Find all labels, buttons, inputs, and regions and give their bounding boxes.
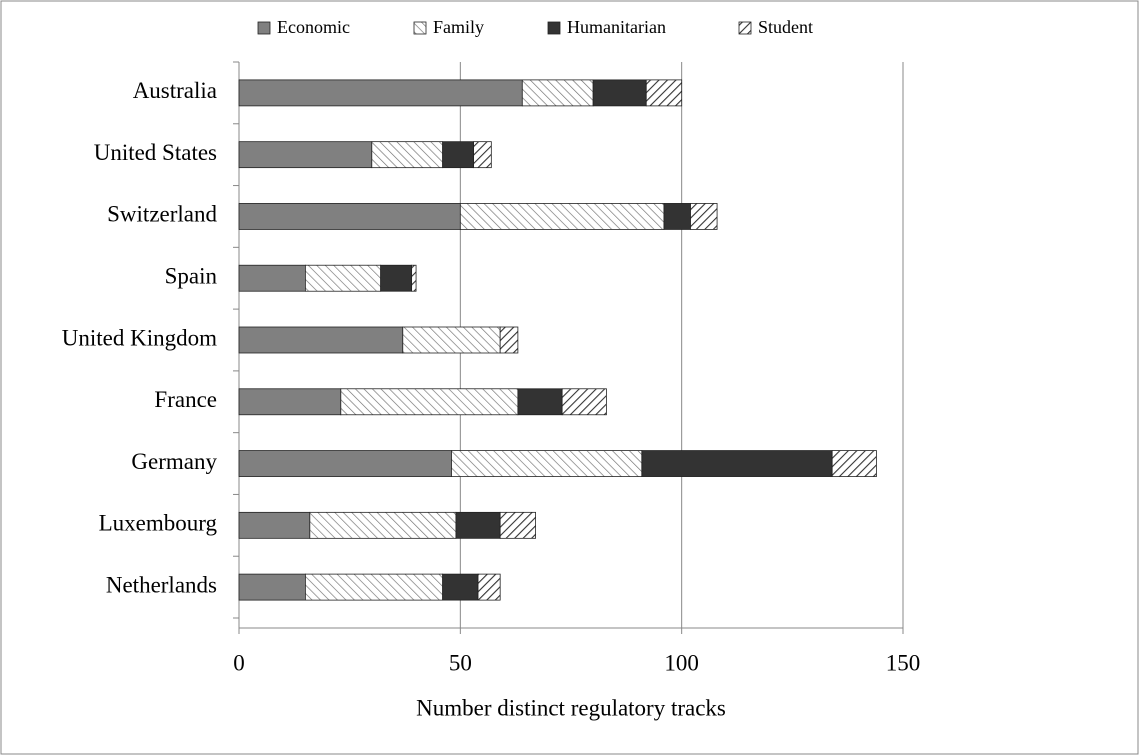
bar-segment — [238, 264, 306, 292]
bar-segment — [442, 141, 475, 169]
bar-segment — [304, 264, 382, 292]
bar-segment — [645, 79, 683, 107]
y-tick-label: Switzerland — [107, 202, 217, 227]
bar-segment — [371, 141, 444, 169]
legend-label: Economic — [277, 17, 350, 37]
legend-label: Family — [433, 17, 484, 37]
y-tick-label: Luxembourg — [99, 511, 218, 536]
bar-segment — [411, 264, 417, 292]
x-tick-label: 100 — [664, 650, 699, 675]
legend-swatch — [738, 21, 752, 35]
x-tick-label: 50 — [449, 650, 472, 675]
bar-segment — [402, 326, 501, 354]
bar-segment — [238, 450, 452, 477]
bar-segment — [455, 511, 501, 539]
bar-segment — [380, 264, 413, 292]
bar-segment — [238, 141, 373, 169]
y-tick-label: Australia — [133, 78, 217, 103]
legend-swatch — [413, 21, 427, 35]
x-tick-label: 150 — [886, 650, 921, 675]
bar-segment — [442, 573, 479, 601]
bar-segment — [561, 388, 607, 416]
legend-swatch — [257, 21, 271, 35]
bar-segment — [517, 388, 563, 416]
bar-segment — [690, 203, 718, 230]
y-tick-label: Germany — [131, 449, 217, 474]
bar-segment — [499, 511, 536, 539]
y-tick-label: France — [154, 387, 217, 412]
bar-segment — [592, 79, 647, 107]
bar-segment — [663, 203, 691, 230]
bar-segment — [459, 203, 665, 230]
y-tick-label: Spain — [165, 264, 218, 289]
bar-segment — [238, 203, 461, 230]
bar-segment — [499, 326, 519, 354]
bar-segment — [238, 388, 342, 416]
x-tick-label: 0 — [233, 650, 245, 675]
bar-segment — [238, 511, 311, 539]
x-axis-title: Number distinct regulatory tracks — [416, 695, 726, 720]
bar-segment — [451, 450, 643, 477]
bar-segment — [238, 79, 523, 107]
bar-segment — [238, 573, 306, 601]
bar-segment — [521, 79, 594, 107]
bar-segment — [477, 573, 501, 601]
y-tick-label: United States — [94, 140, 217, 165]
bar-segment — [304, 573, 444, 601]
bar-segment — [309, 511, 457, 539]
bar-segment — [831, 450, 877, 477]
bar-segment — [473, 141, 492, 169]
bar-segment — [340, 388, 519, 416]
bar-segment — [238, 326, 404, 354]
legend-swatch — [547, 21, 561, 35]
legend-label: Humanitarian — [567, 17, 666, 37]
legend-label: Student — [758, 17, 813, 37]
bar-segment — [641, 450, 833, 477]
y-tick-label: United Kingdom — [62, 325, 217, 350]
y-tick-label: Netherlands — [106, 572, 217, 597]
